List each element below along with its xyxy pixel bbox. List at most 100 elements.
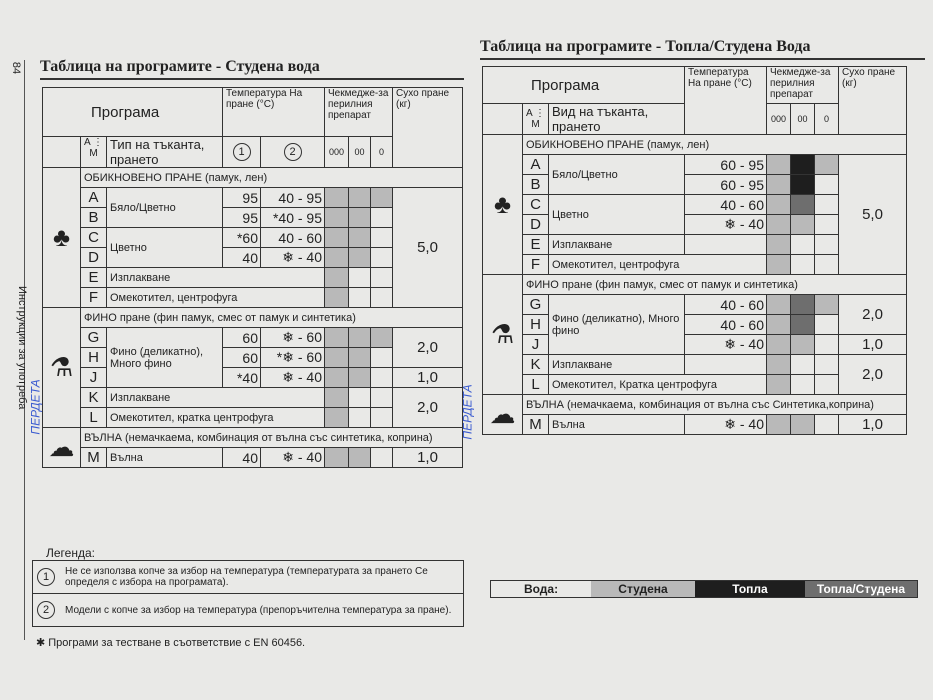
program-name: Вълна — [548, 414, 685, 435]
drawer-shade-none — [790, 234, 815, 255]
drawer-shade-cold — [348, 347, 371, 368]
drawer-shade-cold — [348, 227, 371, 248]
drawer-shade-cold — [766, 194, 791, 215]
temp-range: 60 - 95 — [684, 174, 767, 195]
legend-box: 1 Не се използва копче за избор на темпер… — [32, 560, 464, 627]
dry-load: 2,0 — [392, 387, 464, 428]
right-table-title: Таблица на програмите - Топла/Студена Во… — [480, 38, 925, 60]
program-row: C Цветно *60 40 - 60 — [43, 227, 463, 268]
drawer-shade-cold — [813, 294, 840, 315]
drawer-shade-none — [348, 407, 371, 428]
drawer-shade-mixed — [790, 314, 815, 335]
program-name: Цветно — [548, 194, 685, 235]
section-header: ⚗ ФИНО пране (фин памук, смес от памук и … — [42, 307, 464, 428]
drawer-icon-softener: 0 — [813, 103, 840, 135]
dry-load: 2,0 — [838, 354, 908, 395]
section-title: ФИНО пране (фин памук, смес от памук и с… — [79, 307, 464, 328]
drawer-shade-none — [790, 374, 815, 395]
drawer-shade-none — [369, 347, 394, 368]
section-header: ☁ ВЪЛНА (немачкаема, комбинация от вълна … — [482, 394, 908, 435]
drawer-icon-main: 00 — [790, 103, 815, 135]
drawer-shade-cold — [348, 447, 371, 468]
drawer-shade-cold — [324, 387, 349, 408]
program-name: Цветно — [106, 227, 223, 268]
program-name: Омекотител, кратка центрофуга — [106, 407, 325, 428]
drawer-shade-cold — [324, 367, 349, 388]
program-letter: M — [522, 414, 549, 435]
temp-range: *40 - 95 — [260, 207, 325, 228]
temp-range: *❄ - 60 — [260, 347, 325, 368]
drawer-icon-prewash: 000 — [324, 136, 349, 168]
program-letter: B — [522, 174, 549, 195]
program-row: M Вълна ❄ - 40 1,0 — [483, 414, 908, 435]
drawer-shade-cold — [348, 187, 371, 208]
drawer-shade-cold — [324, 407, 349, 428]
program-name: Изплакване — [106, 387, 325, 408]
temp-range: ❄ - 40 — [260, 447, 325, 468]
drawer-shade-cold — [766, 214, 791, 235]
drawer-shade-cold — [324, 227, 349, 248]
program-name: Фино (деликатно), Много фино — [106, 327, 223, 388]
program-header: Програма — [482, 66, 685, 104]
drawer-shade-hot — [790, 154, 815, 175]
temp-fixed: 95 — [222, 207, 261, 228]
program-name: Бяло/Цветно — [106, 187, 223, 228]
temp-range — [684, 234, 767, 255]
program-letter: K — [80, 387, 107, 408]
drawer-shade-cold — [766, 374, 791, 395]
program-letter: J — [522, 334, 549, 355]
drawer-shade-none — [813, 334, 840, 355]
section-header: ☁ ВЪЛНА (немачкаема, комбинация от вълна … — [42, 427, 464, 468]
program-letter: F — [80, 287, 107, 308]
drawer-shade-cold — [348, 247, 371, 268]
drawer-shade-none — [348, 287, 371, 308]
program-letter: C — [80, 227, 107, 248]
drawer-shade-cold — [766, 314, 791, 335]
program-row: G Фино (деликатно), Много фино 40 - 60 2,0 — [483, 294, 908, 355]
program-name: Омекотител, центрофуга — [548, 254, 767, 275]
program-name: Омекотител, центрофуга — [106, 287, 325, 308]
legend-mark-2: 2 — [283, 143, 302, 161]
program-name: Вълна — [106, 447, 223, 468]
temp-range: ❄ - 40 — [684, 214, 767, 235]
load-header: Сухо пране (кг) — [838, 66, 908, 135]
drawer-shade-none — [813, 314, 840, 335]
side-label: Инструкции за употреба — [16, 286, 28, 410]
program-name: Бяло/Цветно — [548, 154, 685, 195]
temp-range: ❄ - 40 — [260, 247, 325, 268]
dry-load: 1,0 — [392, 447, 464, 468]
drawer-shade-hot — [790, 174, 815, 195]
temp-range: 40 - 95 — [260, 187, 325, 208]
program-row: A Бяло/Цветно 95 40 - 95 5,0 — [43, 187, 464, 308]
drawer-shade-none — [348, 387, 371, 408]
load-header: Сухо пране (кг) — [392, 87, 464, 168]
cold-water-program-table: Програма Температура На пране (°C) Чекме… — [42, 87, 464, 468]
section-title: ВЪЛНА (немачкаема, комбинация от вълна с… — [521, 394, 908, 415]
drawer-header: Чекмедже-за перилния препарат — [323, 87, 394, 137]
section-title: ОБИКНОВЕНО ПРАНЕ (памук, лен) — [79, 167, 464, 188]
drawer-shade-cold — [348, 327, 371, 348]
program-letter: E — [522, 234, 549, 255]
temp-range: ❄ - 40 — [260, 367, 325, 388]
temp-range: 40 - 60 — [684, 294, 767, 315]
program-name: Фино (деликатно), Много фино — [548, 294, 685, 355]
dry-load: 5,0 — [392, 187, 464, 308]
temp-range: ❄ - 40 — [684, 334, 767, 355]
drawer-shade-cold — [766, 174, 791, 195]
drawer-shade-mixed — [790, 194, 815, 215]
drawer-shade-cold — [766, 154, 791, 175]
program-letter: A — [80, 187, 107, 208]
drawer-shade-none — [790, 354, 815, 375]
margin-rule — [24, 60, 25, 640]
drawer-shade-none — [369, 367, 394, 388]
handwritten-note: ПЕРДЕТА — [28, 379, 43, 435]
temp-header: Температура На пране (°C) — [684, 66, 767, 135]
program-letter: A — [522, 154, 549, 175]
drawer-shade-none — [813, 374, 840, 395]
sheep-icon: ☁ — [482, 394, 523, 435]
water-label: Вода: — [523, 582, 559, 596]
program-letter: F — [522, 254, 549, 275]
fabric-header: Тип на тъканта, прането — [106, 136, 223, 168]
drawer-shade-cold — [324, 447, 349, 468]
temp-range: ❄ - 40 — [684, 414, 767, 435]
